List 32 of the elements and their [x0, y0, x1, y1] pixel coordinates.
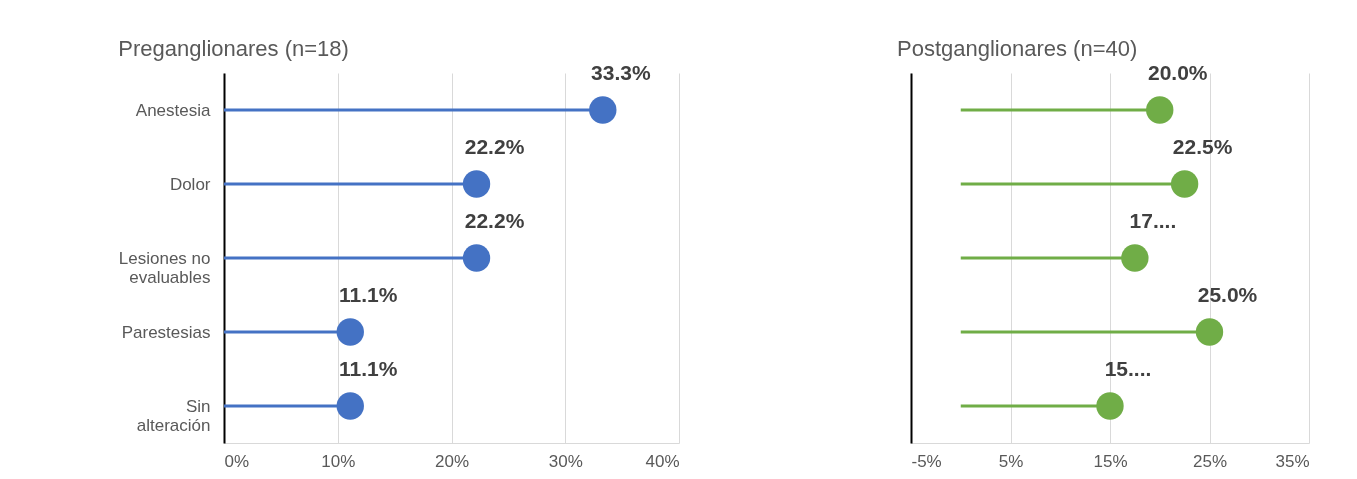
x-tick-label: 20%	[434, 451, 470, 471]
y-tick-label: Anestesia	[135, 100, 212, 120]
chart-title: Preganglionares (n=18)	[118, 36, 349, 61]
data-label: 22.2%	[464, 135, 525, 158]
x-tick-label: 40%	[645, 451, 680, 471]
data-label: 20.0%	[1147, 61, 1208, 84]
y-tick-label: Dolor	[169, 174, 211, 194]
x-tick-label: 35%	[1275, 451, 1310, 471]
point	[1121, 244, 1149, 272]
point	[1195, 318, 1224, 346]
point	[1096, 392, 1124, 420]
y-tick-label: Parestesias	[121, 322, 211, 342]
data-label: 33.3%	[591, 61, 651, 84]
data-label: 11.1%	[339, 357, 398, 380]
data-label: 25.0%	[1197, 283, 1258, 306]
data-label: 22.2%	[464, 209, 525, 232]
data-label: 17....	[1129, 209, 1177, 232]
data-label: 22.5%	[1172, 135, 1233, 158]
x-tick-label: -5%	[911, 451, 942, 471]
x-tick-label: 10%	[321, 451, 356, 471]
x-tick-label: 0%	[224, 451, 250, 471]
data-label: 15....	[1104, 357, 1152, 380]
point	[1146, 96, 1174, 124]
chart-title: Postganglionares (n=40)	[897, 36, 1138, 61]
x-tick-label: 5%	[998, 451, 1024, 471]
x-tick-label: 25%	[1192, 451, 1228, 471]
data-label: 11.1%	[339, 283, 398, 306]
x-tick-label: 30%	[548, 451, 583, 471]
y-tick-label: Lesiones no evaluables	[118, 248, 211, 287]
y-tick-label: Sin alteración	[136, 396, 211, 435]
point	[1170, 170, 1199, 198]
x-tick-label: 15%	[1093, 451, 1128, 471]
